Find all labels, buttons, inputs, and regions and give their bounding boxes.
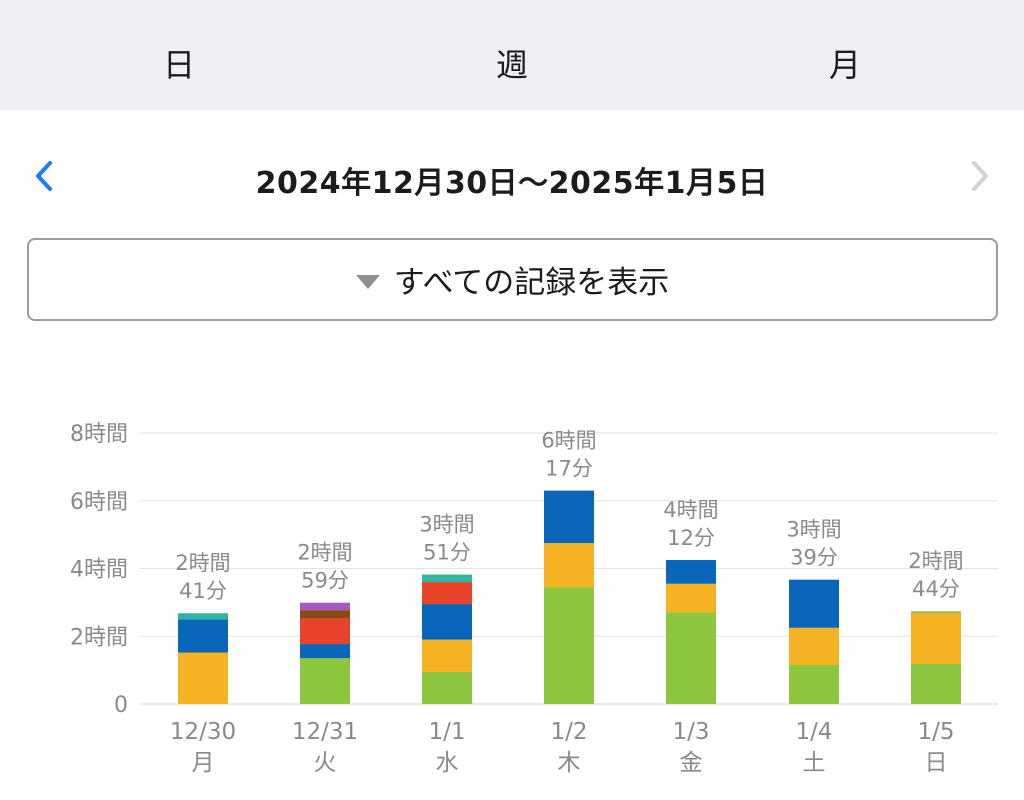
bar-segment (178, 652, 228, 704)
bar-total-hours-label: 2時間 (908, 549, 963, 573)
bar-total-hours-label: 2時間 (297, 541, 352, 565)
bar-segment (178, 619, 228, 653)
x-tick-weekday-label: 日 (925, 750, 948, 776)
segment-control: 日 週 月 (0, 0, 1024, 110)
x-tick-weekday-label: 水 (436, 750, 459, 776)
bar-total-minutes-label: 59分 (301, 569, 349, 593)
bar-total-minutes-label: 44分 (912, 577, 960, 601)
bar-segment (178, 613, 228, 620)
bar-total-hours-label: 3時間 (786, 518, 841, 542)
bar-segment (422, 574, 472, 583)
bar-segment (300, 602, 350, 611)
bar-segment (666, 612, 716, 704)
bar-segment (300, 658, 350, 704)
y-tick-label: 0 (114, 693, 128, 718)
bar-total-hours-label: 4時間 (663, 498, 718, 522)
bar-segment (422, 604, 472, 640)
x-tick-date-label: 12/31 (292, 719, 358, 745)
bar-total-minutes-label: 17分 (545, 457, 593, 481)
bar-segment (789, 627, 839, 666)
bar-segment (666, 560, 716, 584)
x-tick-date-label: 1/1 (428, 719, 465, 745)
y-tick-label: 4時間 (70, 558, 128, 583)
x-tick-weekday-label: 火 (314, 750, 337, 776)
bar-segment (911, 611, 961, 614)
record-filter-dropdown[interactable]: すべての記録を表示 (27, 238, 998, 321)
x-tick-weekday-label: 木 (558, 750, 581, 776)
y-tick-label: 8時間 (70, 422, 128, 447)
x-tick-date-label: 1/2 (550, 719, 587, 745)
tab-week[interactable]: 週 (495, 46, 528, 84)
x-tick-date-label: 1/4 (795, 719, 832, 745)
y-tick-label: 2時間 (70, 625, 128, 650)
bar-total-hours-label: 3時間 (419, 513, 474, 537)
bar-segment (544, 587, 594, 704)
bar-segment (544, 543, 594, 588)
bar-total-minutes-label: 41分 (179, 579, 227, 603)
bar-segment (422, 639, 472, 672)
filter-label: すべての記録を表示 (393, 265, 670, 301)
x-tick-weekday-label: 月 (192, 750, 215, 776)
date-navigator: 2024年12月30日〜2025年1月5日 (0, 140, 1024, 214)
bar-segment (300, 618, 350, 645)
bar-total-hours-label: 6時間 (541, 429, 596, 453)
x-tick-weekday-label: 金 (680, 750, 703, 776)
bar-segment (300, 644, 350, 659)
x-tick-date-label: 1/5 (917, 719, 954, 745)
triangle-down-icon (355, 274, 380, 289)
bar-total-hours-label: 2時間 (175, 551, 230, 575)
date-range-title: 2024年12月30日〜2025年1月5日 (255, 166, 769, 201)
bar-segment (911, 613, 961, 665)
chevron-right-icon (972, 161, 988, 191)
bar-total-minutes-label: 39分 (790, 546, 838, 570)
bar-segment (544, 490, 594, 544)
tab-day[interactable]: 日 (162, 46, 195, 84)
daily-stacked-bar-chart: 0 2時間 4時間 6時間 8時間 2時間 41分 12/30 月 2時間 59分 12/31 火 3時間… (70, 422, 998, 776)
bar-total-minutes-label: 51分 (423, 541, 471, 565)
bar-segment (422, 671, 472, 704)
prev-week-button[interactable] (24, 156, 64, 196)
bar-segment (666, 583, 716, 613)
bar-segment (789, 665, 839, 704)
x-tick-date-label: 12/30 (170, 719, 236, 745)
bar-segment (911, 664, 961, 704)
x-tick-weekday-label: 土 (803, 750, 826, 776)
bar-total-minutes-label: 12分 (667, 526, 715, 550)
y-tick-label: 6時間 (70, 490, 128, 515)
tab-month[interactable]: 月 (828, 46, 861, 84)
bar-segment (300, 610, 350, 619)
chevron-left-icon (36, 161, 52, 191)
x-tick-date-label: 1/3 (672, 719, 709, 745)
next-week-button[interactable] (960, 156, 1000, 196)
bar-segment (789, 579, 839, 628)
bar-segment (422, 582, 472, 605)
